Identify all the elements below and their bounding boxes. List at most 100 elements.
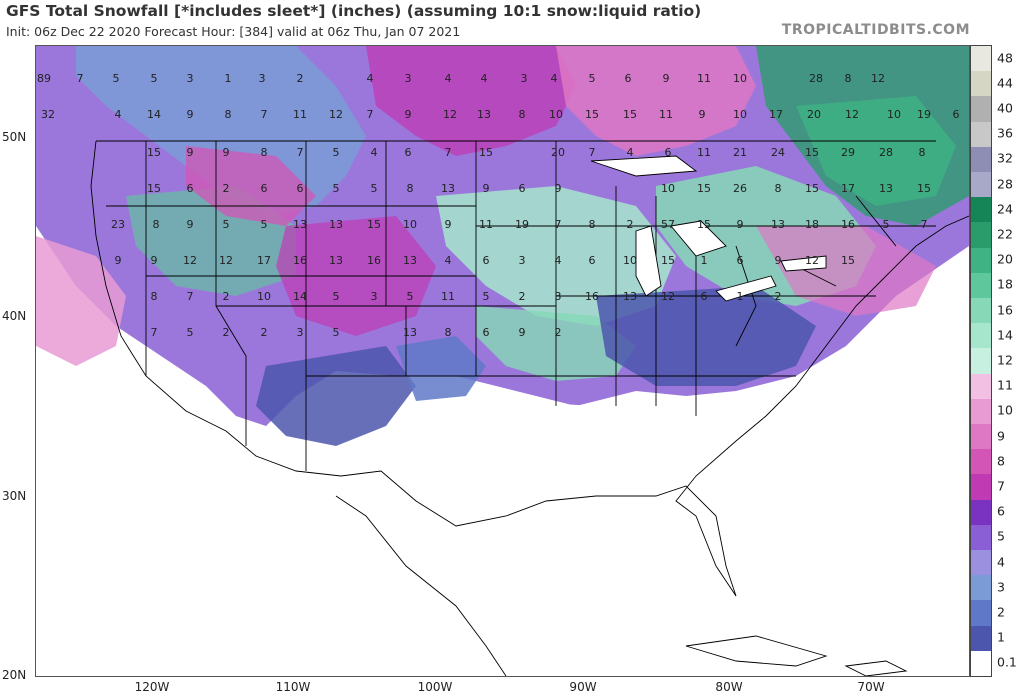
snowfall-value-label: 11: [293, 108, 307, 121]
snowfall-value-label: 9: [483, 182, 490, 195]
snowfall-value-label: 15: [841, 254, 855, 267]
colorbar-label: 20: [997, 251, 1013, 267]
colorbar-swatch: [971, 398, 991, 424]
snowfall-value-label: 7: [589, 146, 596, 159]
colorbar-label: 12: [997, 352, 1013, 368]
snowfall-value-label: 9: [187, 218, 194, 231]
colorbar-swatch: [971, 171, 991, 198]
snowfall-value-label: 5: [883, 218, 890, 231]
colorbar-swatch: [971, 474, 991, 500]
snowfall-value-label: 6: [665, 146, 672, 159]
colorbar-swatch: [971, 575, 991, 601]
snowfall-value-label: 14: [293, 290, 307, 303]
snowfall-value-label: 9: [223, 146, 230, 159]
snowfall-value-label: 15: [917, 182, 931, 195]
snowfall-value-label: 4: [551, 72, 558, 85]
snowfall-colorbar: [970, 45, 992, 677]
snowfall-value-label: 11: [659, 108, 673, 121]
snowfall-map: 89 7 5 5 3 1 3 2 4 3 4 4 3 4 5 6 9 11 10 28 8 12 32 4 14 9 8 7 11 12 7…: [35, 45, 970, 677]
colorbar-swatch: [971, 96, 991, 122]
colorbar-label: 28: [997, 176, 1013, 192]
snowfall-value-label: 9: [663, 72, 670, 85]
lon-label-100w: 100W: [417, 680, 453, 694]
colorbar-label: 7: [997, 478, 1005, 494]
snowfall-value-label: 10: [623, 254, 637, 267]
snowfall-value-label: 3: [259, 72, 266, 85]
lat-label-40n: 40N: [2, 309, 27, 323]
colorbar-swatch: [971, 600, 991, 626]
snowfall-value-label: 3: [521, 72, 528, 85]
snowfall-value-label: 23: [111, 218, 125, 231]
snowfall-value-label: 3: [187, 72, 194, 85]
snowfall-value-label: 3: [405, 72, 412, 85]
colorbar-swatch: [971, 449, 991, 475]
colorbar-swatch: [971, 297, 991, 324]
colorbar-label: 8: [997, 453, 1005, 469]
snowfall-value-label: 7: [77, 72, 84, 85]
snowfall-value-label: 17: [841, 182, 855, 195]
snowfall-value-label: 2: [775, 290, 782, 303]
snowfall-value-label: 6: [187, 182, 194, 195]
snowfall-value-label: 11: [697, 146, 711, 159]
snowfall-value-label: 2: [223, 326, 230, 339]
colorbar-swatch: [971, 549, 991, 576]
snowfall-value-label: 19: [917, 108, 931, 121]
snowfall-value-label: 2: [223, 290, 230, 303]
snowfall-value-label: 4: [445, 254, 452, 267]
colorbar-label: 2: [997, 604, 1005, 620]
snowfall-value-label: 10: [733, 72, 747, 85]
snowfall-value-label: 28: [809, 72, 823, 85]
colorbar-swatch: [971, 625, 991, 651]
snowfall-value-label: 9: [555, 182, 562, 195]
snowfall-value-label: 16: [367, 254, 381, 267]
snowfall-value-label: 7: [297, 146, 304, 159]
snowfall-value-label: 2: [297, 72, 304, 85]
colorbar-label: 10: [997, 402, 1013, 418]
map-title: GFS Total Snowfall [*includes sleet*] (i…: [6, 2, 702, 20]
lat-label-20n: 20N: [2, 668, 27, 682]
colorbar-swatch: [971, 121, 991, 147]
colorbar-label: 1: [997, 629, 1005, 645]
colorbar-label: 48: [997, 50, 1013, 66]
snowfall-value-label: 1: [701, 254, 708, 267]
snowfall-value-label: 15: [367, 218, 381, 231]
caribbean-outline: [335, 495, 908, 676]
lon-label-70w: 70W: [857, 680, 885, 694]
snowfall-value-label: 13: [441, 182, 455, 195]
snowfall-value-label: 6: [519, 182, 526, 195]
snowfall-value-label: 15: [479, 146, 493, 159]
snowfall-value-label: 26: [733, 182, 747, 195]
snowfall-value-label: 5: [113, 72, 120, 85]
colorbar-label: 3: [997, 579, 1005, 595]
snowfall-value-label: 16: [585, 290, 599, 303]
snowfall-value-label: 5: [223, 218, 230, 231]
snowfall-value-label: 7: [151, 326, 158, 339]
snowfall-value-label: 13: [879, 182, 893, 195]
snowfall-value-label: 9: [775, 254, 782, 267]
colorbar-label: 32: [997, 150, 1013, 166]
colorbar-swatch: [971, 524, 991, 550]
snowfall-value-label: 13: [623, 290, 637, 303]
snowfall-value-label: 7: [445, 146, 452, 159]
colorbar-swatch: [971, 222, 991, 248]
snowfall-value-label: 7: [555, 218, 562, 231]
snowfall-fields: [36, 46, 969, 676]
snowfall-value-label: 3: [371, 290, 378, 303]
snowfall-value-label: 4: [627, 146, 634, 159]
colorbar-label: 22: [997, 226, 1013, 242]
colorbar-label: 24: [997, 201, 1013, 217]
colorbar-swatch: [971, 247, 991, 273]
snowfall-value-label: 2: [627, 218, 634, 231]
colorbar-label: 0.1: [997, 654, 1017, 670]
snowfall-value-label: 5: [371, 182, 378, 195]
snowfall-value-label: 15: [623, 108, 637, 121]
snowfall-value-label: 6: [483, 254, 490, 267]
snowfall-value-label: 8: [445, 326, 452, 339]
snowfall-value-label: 9: [445, 218, 452, 231]
snowfall-value-label: 6: [297, 182, 304, 195]
snowfall-value-label: 7: [367, 108, 374, 121]
snowfall-value-label: 6: [625, 72, 632, 85]
snowfall-value-label: 12: [871, 72, 885, 85]
